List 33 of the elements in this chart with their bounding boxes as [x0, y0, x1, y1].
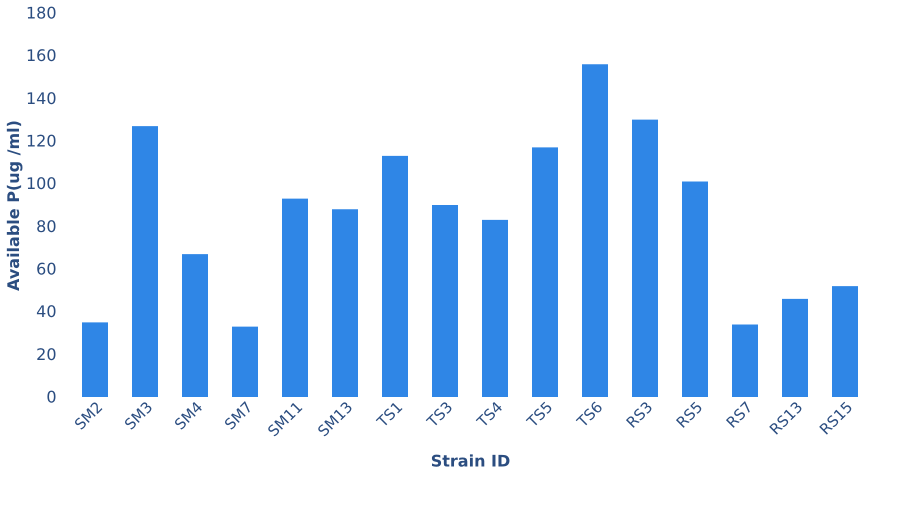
bar	[782, 298, 808, 397]
bar	[82, 322, 108, 397]
y-tick-label: 60	[36, 260, 56, 278]
x-tick-label: TS4	[472, 398, 506, 432]
x-tick-label: TS1	[372, 398, 406, 432]
y-tick-label: 140	[26, 88, 56, 108]
y-tick-label: 80	[36, 216, 56, 236]
y-tick-label: 40	[36, 302, 56, 322]
bar	[382, 156, 408, 397]
y-tick-label: 120	[26, 132, 56, 150]
y-tick-label: 20	[36, 344, 56, 364]
bar	[832, 286, 858, 397]
bar	[232, 326, 258, 397]
x-tick-label: TS6	[572, 398, 606, 432]
bar	[132, 126, 158, 397]
bar	[582, 64, 608, 397]
bar	[332, 209, 358, 397]
bar	[432, 205, 458, 397]
y-tick-label: 160	[26, 46, 56, 66]
bar	[682, 182, 708, 397]
bar	[532, 147, 558, 397]
bar	[482, 220, 508, 397]
y-tick-label: 0	[46, 388, 56, 406]
y-axis-title: Available P(ug /ml)	[4, 120, 23, 291]
bar	[632, 120, 658, 397]
bar	[182, 254, 208, 397]
bar	[732, 324, 758, 397]
x-tick-label: TS3	[422, 398, 456, 432]
y-tick-label: 100	[26, 174, 56, 194]
x-axis-title: Strain ID	[430, 451, 510, 470]
x-tick-label: TS5	[522, 398, 556, 432]
y-tick-label: 180	[26, 4, 56, 22]
bar	[282, 198, 308, 397]
